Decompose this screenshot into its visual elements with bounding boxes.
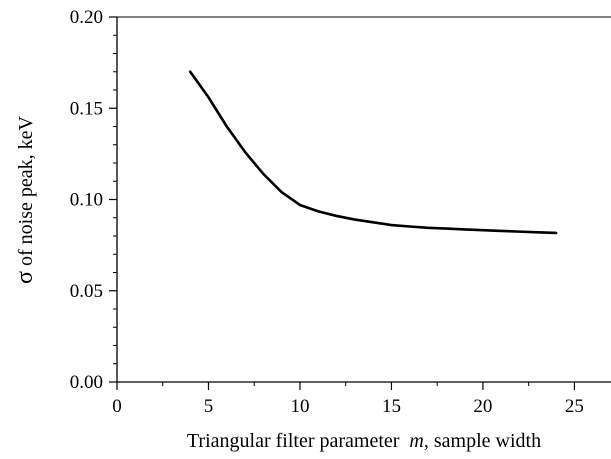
y-tick-label: 0.15	[70, 98, 103, 119]
tick-labels: 0 5 10 15 20 25 0.00 0.05 0.10 0.15 0.20	[70, 7, 584, 417]
y-axis-label: σ of noise peak, keV	[12, 116, 38, 284]
x-axis-label-suffix: , sample width	[424, 430, 541, 452]
y-tick-label: 0.20	[70, 7, 103, 28]
series-line	[188, 70, 558, 235]
series	[188, 70, 558, 235]
x-axis-label: Triangular filter parameter m, sample wi…	[187, 430, 541, 452]
x-tick-label: 5	[204, 396, 214, 417]
y-tick-label: 0.00	[70, 372, 103, 393]
x-tick-label: 0	[112, 396, 122, 417]
y-axis-label-symbol: σ	[12, 271, 38, 284]
ticks	[109, 16, 576, 390]
y-tick-label: 0.10	[70, 190, 103, 211]
x-tick-label: 15	[382, 396, 401, 417]
y-tick-label: 0.05	[70, 281, 103, 302]
x-axis-label-variable: m	[409, 430, 423, 452]
x-tick-label: 10	[290, 396, 309, 417]
x-tick-label: 20	[473, 396, 492, 417]
y-axis-label-text: of noise peak, keV	[15, 116, 37, 272]
x-axis-label-text: Triangular filter parameter	[187, 430, 405, 452]
x-tick-label: 25	[565, 396, 584, 417]
